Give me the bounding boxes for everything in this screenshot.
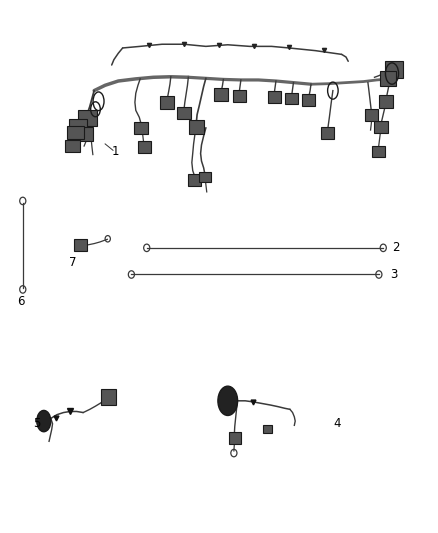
Bar <box>379 95 393 108</box>
Bar <box>380 71 396 86</box>
Bar <box>189 120 204 134</box>
Text: 6: 6 <box>17 295 24 308</box>
Text: 5: 5 <box>33 417 40 430</box>
Bar <box>134 122 148 134</box>
Text: 4: 4 <box>333 417 340 430</box>
Bar <box>365 109 378 121</box>
Bar <box>67 126 84 139</box>
Bar <box>65 140 80 152</box>
Text: 1: 1 <box>112 146 119 158</box>
Bar <box>78 110 97 126</box>
Bar <box>233 90 246 102</box>
Bar <box>385 61 403 78</box>
Text: 3: 3 <box>390 268 397 281</box>
Bar <box>74 239 87 251</box>
Bar <box>229 432 241 444</box>
Bar <box>268 91 281 103</box>
Bar <box>101 389 116 405</box>
Bar <box>69 119 87 134</box>
Bar <box>263 425 272 433</box>
Ellipse shape <box>218 386 237 416</box>
Bar <box>138 141 151 153</box>
Bar <box>76 127 93 141</box>
Text: 2: 2 <box>392 241 399 254</box>
Bar <box>302 94 315 106</box>
Bar <box>214 88 228 101</box>
Bar <box>199 172 211 182</box>
Bar <box>160 96 174 109</box>
Bar <box>321 127 334 139</box>
Bar <box>374 121 388 133</box>
Ellipse shape <box>37 410 51 432</box>
Bar <box>285 93 298 104</box>
Bar <box>177 107 191 119</box>
Bar <box>372 146 385 157</box>
Bar <box>188 174 201 186</box>
Text: 7: 7 <box>69 256 77 269</box>
